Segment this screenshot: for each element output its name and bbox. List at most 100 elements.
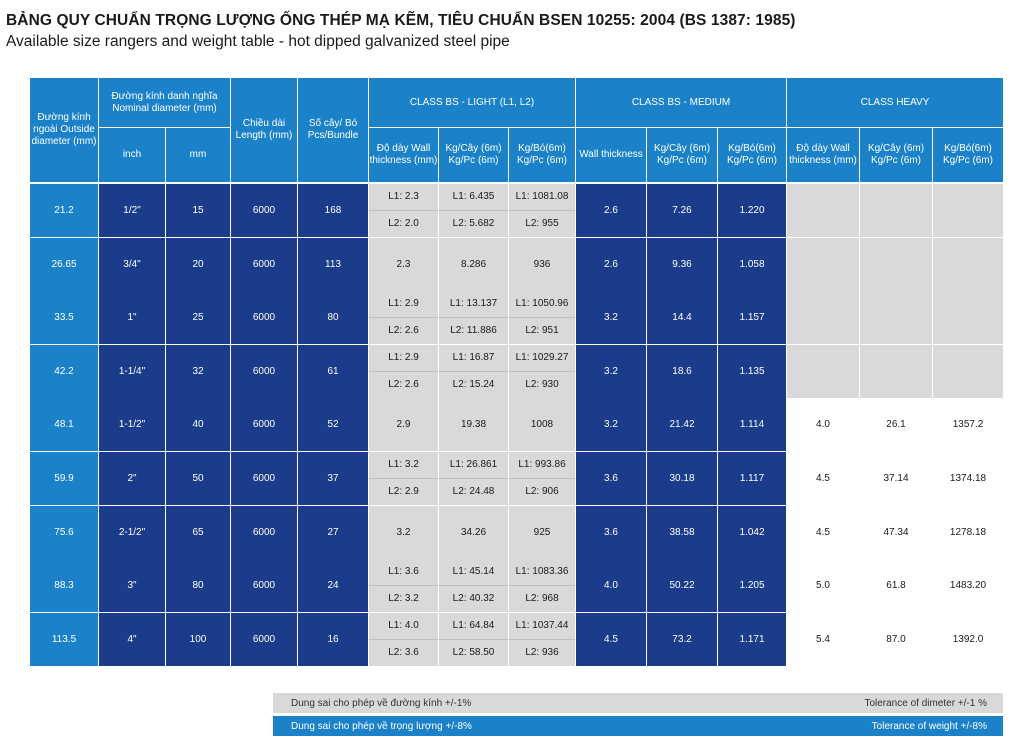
cell-lw-l1: L1: 4.0	[369, 613, 438, 640]
cell-pcs: 113	[298, 238, 368, 291]
cell-lkg-l1: L1: 16.87	[439, 345, 508, 372]
cell-len: 6000	[231, 613, 297, 666]
cell-lkg-l2: L2: 15.24	[452, 378, 495, 390]
cell-hkg	[860, 291, 932, 344]
cell-lw-l1: L1: 2.9	[369, 345, 438, 372]
cell-lkg-l1: L1: 64.84	[439, 613, 508, 640]
cell-mm: 50	[166, 452, 230, 505]
cell-lb-l1: L1: 1037.44	[509, 613, 575, 640]
cell-od: 75.6	[30, 506, 98, 559]
cell-pcs: 37	[298, 452, 368, 505]
cell-lw-l2: L2: 2.6	[388, 324, 419, 336]
header-light-kg-bundle: Kg/Bó(6m) Kg/Pc (6m)	[509, 128, 575, 182]
cell-od: 26.65	[30, 238, 98, 291]
tolerance-diameter-vi: Dung sai cho phép về đường kính +/-1%	[291, 697, 472, 709]
cell-mb: 1.205	[718, 559, 786, 612]
cell-mkg: 18.6	[647, 345, 717, 398]
cell-mw: 2.6	[576, 238, 646, 291]
cell-lb-l1: L1: 993.86	[509, 452, 575, 479]
cell-mw: 3.2	[576, 398, 646, 451]
cell-hb	[933, 238, 1003, 291]
cell-mb: 1.042	[718, 506, 786, 559]
cell-lkg: L1: 6.435 L2: 5.682	[439, 184, 508, 237]
cell-lkg: L1: 16.87 L2: 15.24	[439, 345, 508, 398]
cell-mw: 4.5	[576, 613, 646, 666]
cell-pcs: 168	[298, 184, 368, 237]
cell-mm: 20	[166, 238, 230, 291]
cell-len: 6000	[231, 398, 297, 451]
cell-mb: 1.171	[718, 613, 786, 666]
header-medium-kg-bundle: Kg/Bó(6m) Kg/Pc (6m)	[718, 128, 786, 182]
cell-mkg: 7.26	[647, 184, 717, 237]
header-heavy-wall: Độ dày Wall thickness (mm)	[787, 128, 859, 182]
cell-len: 6000	[231, 238, 297, 291]
cell-lb-l1: L1: 1029.27	[509, 345, 575, 372]
cell-lkg: 19.38	[439, 398, 508, 451]
cell-inch: 4"	[99, 613, 165, 666]
cell-inch: 3/4"	[99, 238, 165, 291]
cell-lkg-l2: L2: 40.32	[452, 592, 495, 604]
tolerance-weight-vi: Dung sai cho phép về trọng lượng +/-8%	[291, 720, 472, 732]
cell-hb: 1483.20	[933, 559, 1003, 612]
cell-hb: 1357.2	[933, 398, 1003, 451]
header-inch: inch	[99, 128, 165, 182]
cell-lkg: L1: 64.84 L2: 58.50	[439, 613, 508, 666]
header-heavy-kg-bundle: Kg/Bó(6m) Kg/Pc (6m)	[933, 128, 1003, 182]
cell-hb	[933, 184, 1003, 237]
cell-lb-l2: L2: 930	[525, 378, 559, 390]
cell-inch: 2"	[99, 452, 165, 505]
cell-pcs: 61	[298, 345, 368, 398]
cell-lw-l2: L2: 3.6	[388, 646, 419, 658]
cell-lw: L1: 2.3 L2: 2.0	[369, 184, 438, 237]
cell-mb: 1.117	[718, 452, 786, 505]
header-pcs-bundle: Số cây/ Bó Pcs/Bundle	[298, 78, 368, 182]
cell-lkg: L1: 13.137 L2: 11.886	[439, 291, 508, 344]
cell-hb	[933, 345, 1003, 398]
page-subtitle: Available size rangers and weight table …	[6, 33, 510, 50]
cell-od: 59.9	[30, 452, 98, 505]
cell-hb	[933, 291, 1003, 344]
cell-hw: 4.5	[787, 452, 859, 505]
cell-lkg-l1: L1: 6.435	[439, 184, 508, 211]
cell-inch: 1-1/2"	[99, 398, 165, 451]
cell-inch: 2-1/2"	[99, 506, 165, 559]
cell-mkg: 21.42	[647, 398, 717, 451]
cell-pcs: 27	[298, 506, 368, 559]
header-length: Chiều dài Length (mm)	[231, 78, 297, 182]
cell-lw: L1: 3.6 L2: 3.2	[369, 559, 438, 612]
cell-len: 6000	[231, 506, 297, 559]
cell-hw	[787, 345, 859, 398]
cell-mm: 80	[166, 559, 230, 612]
cell-lb: L1: 1029.27 L2: 930	[509, 345, 575, 398]
cell-lw: 3.2	[369, 506, 438, 559]
cell-mb: 1.220	[718, 184, 786, 237]
cell-lb-l1: L1: 1083.36	[509, 559, 575, 586]
cell-mm: 40	[166, 398, 230, 451]
cell-hw: 4.5	[787, 506, 859, 559]
cell-inch: 3"	[99, 559, 165, 612]
page-title: BẢNG QUY CHUẨN TRỌNG LƯỢNG ỐNG THÉP MẠ K…	[6, 12, 796, 29]
cell-hb: 1278.18	[933, 506, 1003, 559]
cell-lb: 1008	[509, 398, 575, 451]
cell-lkg: 34.26	[439, 506, 508, 559]
cell-mb: 1.157	[718, 291, 786, 344]
cell-mw: 2.6	[576, 184, 646, 237]
cell-hkg: 26.1	[860, 398, 932, 451]
cell-mw: 3.6	[576, 452, 646, 505]
cell-mkg: 14.4	[647, 291, 717, 344]
cell-lb-l2: L2: 955	[525, 217, 559, 229]
cell-inch: 1/2"	[99, 184, 165, 237]
header-class-medium: CLASS BS - MEDIUM	[576, 78, 786, 127]
cell-hw	[787, 184, 859, 237]
cell-mkg: 50.22	[647, 559, 717, 612]
cell-lb: L1: 1050.96 L2: 951	[509, 291, 575, 344]
cell-mb: 1.058	[718, 238, 786, 291]
cell-inch: 1"	[99, 291, 165, 344]
cell-lw-l2: L2: 3.2	[388, 592, 419, 604]
cell-inch: 1-1/4"	[99, 345, 165, 398]
cell-hkg	[860, 238, 932, 291]
cell-lw: L1: 3.2 L2: 2.9	[369, 452, 438, 505]
cell-lb-l2: L2: 951	[525, 324, 559, 336]
cell-lb-l2: L2: 936	[525, 646, 559, 658]
header-mm: mm	[166, 128, 230, 182]
